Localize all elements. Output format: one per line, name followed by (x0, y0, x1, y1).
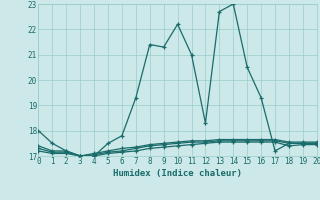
X-axis label: Humidex (Indice chaleur): Humidex (Indice chaleur) (113, 169, 242, 178)
